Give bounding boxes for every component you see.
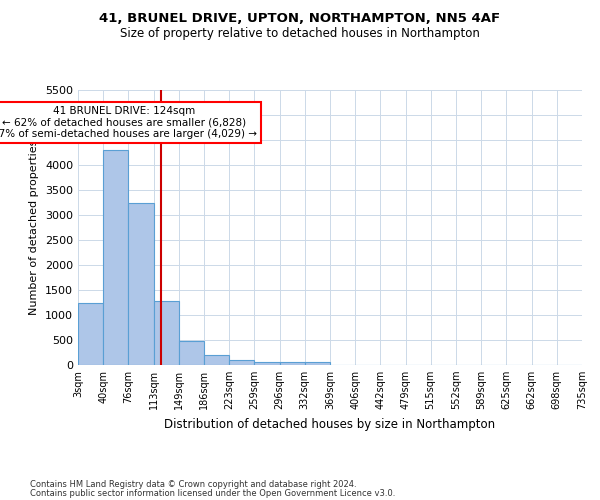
Bar — [305, 362, 330, 365]
Y-axis label: Number of detached properties: Number of detached properties — [29, 140, 40, 315]
Bar — [78, 302, 103, 365]
Bar — [154, 301, 179, 365]
Bar — [254, 362, 280, 365]
Bar — [179, 341, 204, 365]
Bar — [229, 360, 254, 365]
Bar — [128, 202, 154, 365]
Text: 41, BRUNEL DRIVE, UPTON, NORTHAMPTON, NN5 4AF: 41, BRUNEL DRIVE, UPTON, NORTHAMPTON, NN… — [100, 12, 500, 26]
Bar — [280, 362, 305, 365]
Bar — [204, 355, 229, 365]
Text: Contains public sector information licensed under the Open Government Licence v3: Contains public sector information licen… — [30, 488, 395, 498]
Bar — [103, 150, 128, 365]
Text: 41 BRUNEL DRIVE: 124sqm
← 62% of detached houses are smaller (6,828)
37% of semi: 41 BRUNEL DRIVE: 124sqm ← 62% of detache… — [0, 106, 257, 139]
Text: Size of property relative to detached houses in Northampton: Size of property relative to detached ho… — [120, 28, 480, 40]
X-axis label: Distribution of detached houses by size in Northampton: Distribution of detached houses by size … — [164, 418, 496, 430]
Text: Contains HM Land Registry data © Crown copyright and database right 2024.: Contains HM Land Registry data © Crown c… — [30, 480, 356, 489]
